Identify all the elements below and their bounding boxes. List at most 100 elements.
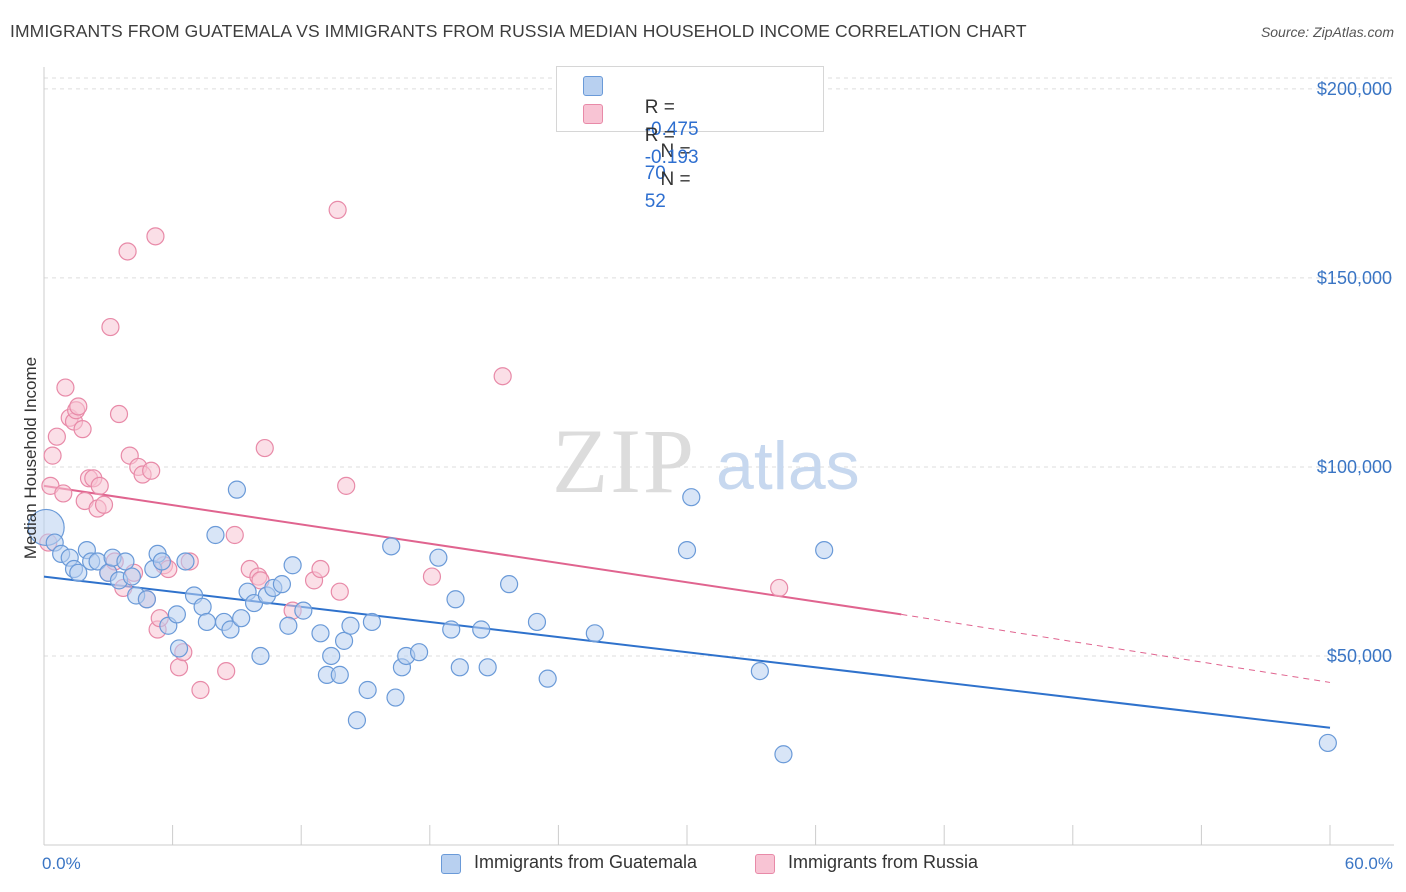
guatemala-point: [227, 480, 246, 499]
legend-n-value-russia: 52: [644, 191, 666, 212]
guatemala-point: [362, 612, 382, 632]
y-axis-title: Median Household Income: [21, 357, 40, 559]
guatemala-point: [322, 646, 341, 666]
russia-swatch: [755, 854, 775, 874]
y-tick-label: $150,000: [1317, 268, 1392, 288]
guatemala-point: [193, 597, 212, 616]
guatemala-point: [232, 609, 251, 628]
guatemala-point: [527, 612, 547, 632]
legend-r-value-guatemala: -0.475: [644, 119, 699, 140]
russia-point: [56, 378, 75, 397]
y-tick-label: $100,000: [1317, 457, 1392, 477]
legend-n-value-guatemala: 70: [644, 163, 666, 184]
russia-point: [770, 578, 789, 598]
legend-r-label: R =: [644, 97, 675, 118]
guatemala-point: [137, 590, 156, 609]
y-tick-labels: $50,000 $100,000 $150,000 $200,000: [1317, 79, 1392, 666]
guatemala-swatch: [583, 76, 603, 96]
guatemala-point: [442, 620, 461, 639]
russia-point: [217, 661, 236, 681]
russia-point: [191, 680, 210, 700]
russia-point: [90, 476, 109, 495]
legend-r-label: R =: [644, 125, 675, 146]
x-tick-label: 0.0%: [42, 854, 81, 873]
russia-point: [146, 227, 165, 246]
guatemala-point: [750, 661, 769, 681]
guatemala-swatch: [441, 854, 461, 874]
trendline-russia-extension: [901, 613, 1331, 683]
guatemala-point: [450, 658, 469, 677]
watermark: ZIP atlas: [552, 410, 860, 512]
guatemala-point: [341, 616, 360, 635]
guatemala-point: [382, 537, 401, 556]
legend-row-guatemala: R = -0.475 N = 70: [583, 75, 699, 184]
guatemala-point: [251, 646, 270, 666]
guatemala-point: [176, 552, 195, 571]
russia-point: [169, 658, 189, 677]
guatemala-point: [197, 612, 216, 632]
russia-point: [94, 495, 114, 514]
russia-swatch: [583, 104, 603, 124]
chart-title: IMMIGRANTS FROM GUATEMALA VS IMMIGRANTS …: [10, 21, 1027, 41]
trendlines: [43, 484, 1331, 729]
russia-point: [142, 461, 161, 480]
guatemala-point: [167, 605, 186, 624]
guatemala-point: [330, 665, 349, 684]
guatemala-point: [279, 616, 298, 635]
guatemala-point: [272, 575, 292, 594]
guatemala-point: [152, 552, 171, 571]
russia-point: [109, 404, 129, 424]
bottom-legend-russia-label: Immigrants from Russia: [788, 852, 979, 872]
russia-point: [328, 200, 347, 219]
bottom-legend-guatemala-label: Immigrants from Guatemala: [474, 852, 698, 872]
guatemala-point: [386, 688, 405, 707]
source-label: Source: ZipAtlas.com: [1260, 24, 1394, 40]
russia-point: [337, 476, 356, 495]
russia-point: [54, 484, 73, 503]
correlation-legend: R = -0.475 N = 70 R = -0.193 N = 52: [556, 66, 824, 212]
trendline-guatemala: [43, 575, 1331, 729]
guatemala-point: [116, 552, 135, 571]
guatemala-point: [478, 658, 497, 677]
russia-point: [73, 420, 92, 439]
guatemala-point: [334, 631, 354, 650]
guatemala-point: [122, 567, 141, 586]
russia-point: [118, 242, 137, 261]
russia-point: [311, 559, 330, 579]
trendline-russia: [43, 484, 902, 616]
axes: [43, 67, 1394, 846]
guatemala-point: [294, 601, 313, 620]
y-tick-label: $200,000: [1317, 79, 1392, 99]
guatemala-point: [358, 680, 377, 700]
legend-row-russia: R = -0.193 N = 52: [583, 103, 699, 212]
guatemala-point: [347, 711, 367, 730]
guatemala-point: [169, 639, 189, 658]
guatemala-point: [472, 620, 491, 639]
russia-point: [69, 397, 88, 416]
russia-point: [47, 427, 66, 446]
guatemala-point: [69, 563, 88, 582]
guatemala-point: [815, 541, 834, 560]
x-tick-label: 60.0%: [1345, 854, 1393, 873]
guatemala-point: [446, 590, 465, 609]
guatemala-point: [1318, 733, 1337, 753]
guatemala-point: [682, 488, 701, 507]
watermark-zip: ZIP: [552, 410, 696, 512]
russia-point: [422, 567, 442, 586]
y-tick-label: $50,000: [1327, 646, 1392, 666]
russia-point: [225, 525, 244, 545]
legend-n-label: N =: [660, 169, 691, 190]
russia-point: [255, 438, 274, 458]
guatemala-point: [429, 548, 448, 567]
guatemala-point: [677, 541, 697, 560]
russia-point: [330, 582, 349, 601]
guatemala-point: [774, 745, 793, 764]
guatemala-point: [500, 575, 519, 594]
russia-point: [101, 317, 120, 337]
legend-r-value-russia: -0.193: [644, 147, 699, 168]
series-guatemala-points: [27, 480, 1337, 764]
watermark-atlas: atlas: [716, 428, 860, 504]
guatemala-point: [206, 525, 225, 545]
guatemala-point: [311, 624, 330, 643]
